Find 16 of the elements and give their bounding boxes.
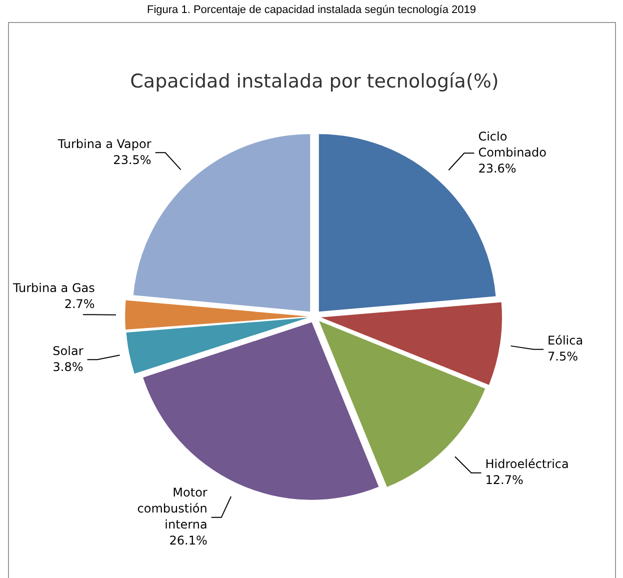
data-label: 3.8% — [52, 360, 84, 374]
slice-label: Ciclo Combinado — [478, 129, 546, 160]
slice-label: Eólica — [548, 333, 584, 348]
slice-label: Turbina a Vapor — [56, 136, 152, 151]
slice-label: Hidroeléctrica — [485, 457, 569, 472]
data-label: 23.5% — [113, 152, 152, 167]
data-label: 23.6% — [478, 161, 516, 176]
slice-label: Turbina a Gas — [12, 280, 95, 295]
slice-label: Motor combustión interna — [137, 485, 208, 532]
data-label: 12.7% — [485, 473, 524, 488]
chart-subtitle: Figura 1. Porcentaje de capacidad instalada según tecnología 2019 — [146, 4, 477, 16]
slice-label: Solar — [52, 344, 84, 358]
data-label: 7.5% — [548, 349, 578, 364]
data-label: 2.7% — [64, 296, 95, 311]
chart-title: Capacidad instalada por tecnología(%) — [130, 70, 499, 92]
data-label: 26.1% — [169, 533, 208, 548]
